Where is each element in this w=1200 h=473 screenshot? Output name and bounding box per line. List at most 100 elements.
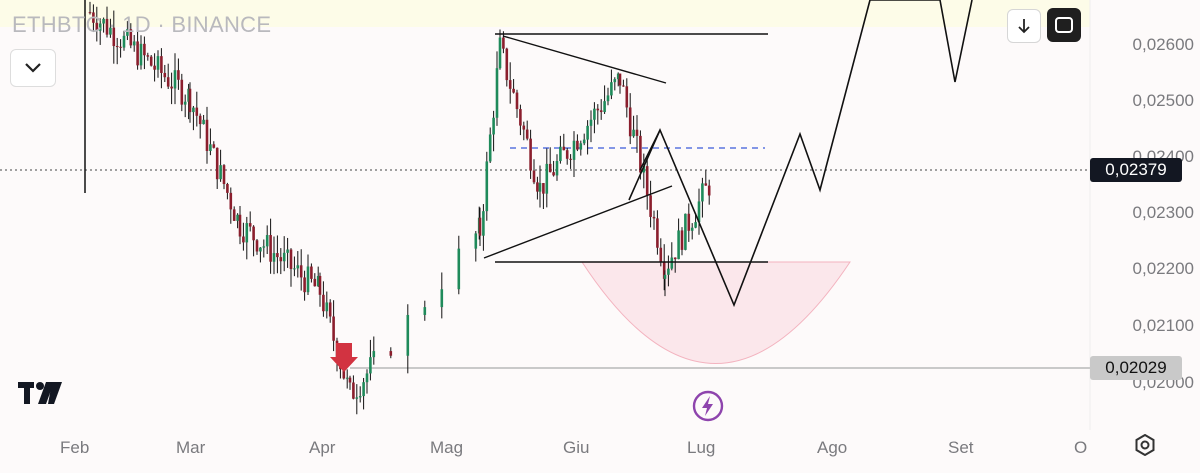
cup-arc — [581, 261, 851, 364]
candle-body — [262, 246, 266, 248]
time-axis-label: Giu — [563, 438, 590, 457]
tradingview-logo[interactable] — [18, 382, 64, 411]
triangle-lower-trendline — [483, 185, 673, 259]
candle-body — [272, 253, 276, 262]
candle-body — [618, 73, 622, 86]
candle-body — [282, 252, 286, 262]
candle-body — [559, 146, 562, 162]
candle-body — [565, 150, 569, 159]
candle-body — [105, 18, 109, 35]
candle-body — [663, 274, 667, 279]
fullscreen-button[interactable] — [1047, 8, 1081, 42]
candle-body — [348, 377, 352, 383]
candle-body — [684, 213, 687, 250]
candle-body — [694, 222, 697, 228]
candle-body — [529, 138, 532, 171]
candle-body — [579, 143, 583, 150]
candle-body — [670, 257, 674, 269]
candle-body — [146, 55, 150, 57]
collapse-button[interactable] — [10, 49, 56, 87]
candle-body — [92, 12, 95, 23]
time-axis-label: O — [1074, 438, 1088, 457]
candle-body — [690, 227, 694, 231]
candle-body — [177, 70, 180, 80]
candle-body — [163, 72, 167, 78]
candle-body — [252, 226, 255, 241]
candle-body — [555, 161, 559, 176]
triangle-upper-trendline — [502, 35, 667, 84]
chart-settings-button[interactable] — [1134, 433, 1156, 461]
candle-body — [596, 108, 600, 111]
candle-body — [492, 117, 495, 135]
price-axis-label: 0,02300 — [1132, 203, 1194, 222]
candle-body — [572, 140, 576, 160]
candle-body — [187, 88, 190, 102]
candle-body — [649, 195, 652, 217]
candle-body — [115, 46, 119, 48]
price-axis-label: 0,02200 — [1132, 259, 1194, 278]
candle-body — [512, 88, 515, 93]
candle-body — [362, 382, 365, 397]
candle-body — [245, 223, 249, 243]
candle-body — [369, 357, 372, 374]
candle-body — [88, 12, 92, 14]
candle-body — [616, 73, 620, 80]
candle-body — [502, 37, 505, 49]
candle-body — [628, 107, 632, 137]
candle-body — [299, 265, 303, 278]
candle-body — [358, 396, 362, 398]
candle-body — [536, 182, 539, 192]
support-price-tag: 0,02029 — [1090, 356, 1182, 380]
arrow-down-icon — [1018, 19, 1030, 34]
candle-body — [229, 192, 233, 210]
candle-body — [126, 29, 129, 36]
chevron-down-icon — [25, 63, 41, 73]
candle-body — [212, 144, 216, 148]
red-down-arrow — [330, 343, 358, 372]
candle-body — [548, 163, 552, 173]
candle-body — [259, 247, 262, 252]
candle-body — [219, 165, 222, 180]
candle-body — [610, 82, 613, 96]
candle-body — [276, 253, 279, 258]
time-axis-label: Mar — [176, 438, 206, 457]
candle-body — [332, 316, 335, 341]
candle-body — [389, 351, 393, 356]
candle-body — [279, 257, 283, 262]
candle-body — [328, 302, 332, 317]
candle-body — [593, 108, 596, 120]
flash-button[interactable] — [692, 390, 724, 427]
time-axis-label: Set — [948, 438, 974, 457]
candle-body — [316, 275, 320, 287]
candle-body — [306, 266, 310, 293]
candle-body — [192, 107, 195, 113]
candle-body — [552, 172, 555, 176]
candle-body — [642, 166, 646, 173]
candle-body — [313, 278, 317, 287]
download-button[interactable] — [1007, 9, 1041, 43]
time-axis-label: Apr — [309, 438, 336, 457]
candle-body — [248, 223, 252, 227]
candle-body — [132, 41, 136, 46]
candle-body — [485, 161, 489, 212]
candle-body — [122, 35, 126, 48]
candle-body — [129, 29, 133, 46]
candle-body — [488, 134, 492, 162]
candle-body — [525, 129, 529, 139]
candle-body — [102, 18, 105, 24]
candle-body — [195, 107, 199, 116]
candle-body — [505, 48, 509, 81]
candle-body — [205, 119, 209, 151]
candle-body — [569, 158, 572, 160]
candle-body — [310, 266, 313, 279]
candle-body — [701, 183, 704, 202]
candle-body — [522, 125, 526, 130]
candle-body — [222, 165, 226, 185]
candle-body — [95, 22, 99, 31]
candle-body — [166, 77, 170, 87]
candle-body — [342, 369, 346, 379]
price-axis-label: 0,02100 — [1132, 316, 1194, 335]
candle-body — [457, 248, 461, 290]
